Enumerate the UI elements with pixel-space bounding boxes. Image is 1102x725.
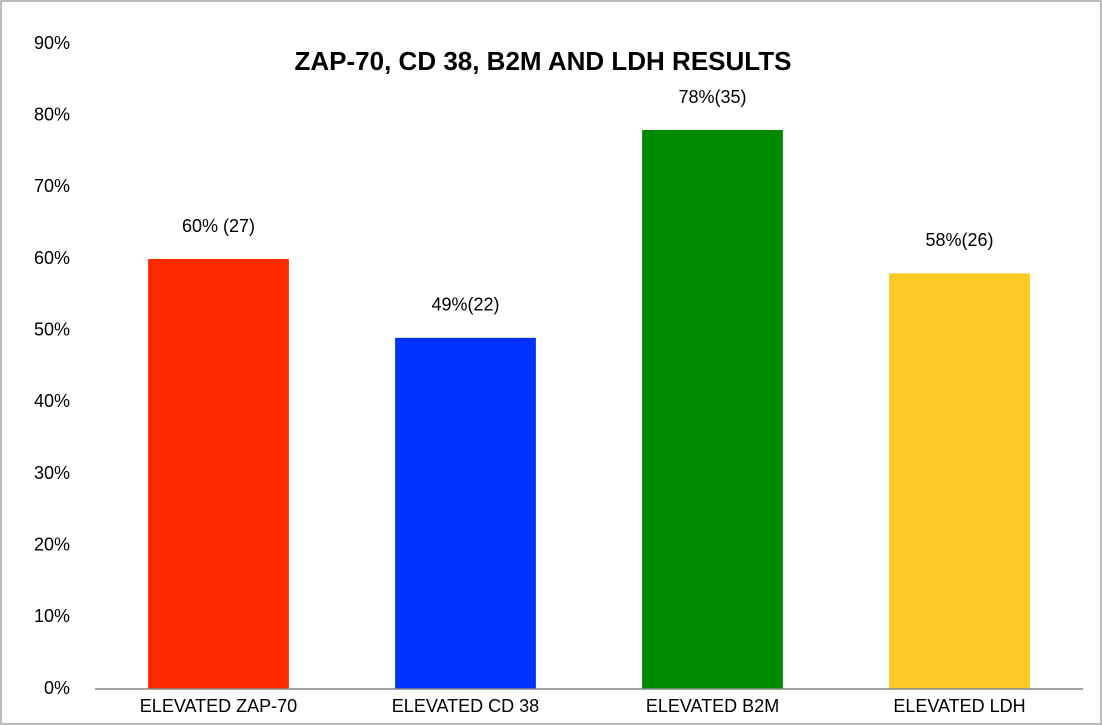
- y-tick-label: 60%: [34, 248, 70, 268]
- chart-title: ZAP-70, CD 38, B2M AND LDH RESULTS: [295, 46, 792, 76]
- y-tick-label: 50%: [34, 319, 70, 339]
- y-tick-label: 40%: [34, 391, 70, 411]
- bar: [889, 273, 1030, 689]
- value-label: 49%(22): [431, 295, 499, 315]
- y-tick-label: 0%: [44, 678, 70, 698]
- value-label: 60% (27): [182, 216, 255, 236]
- y-tick-label: 80%: [34, 104, 70, 124]
- y-tick-label: 90%: [34, 33, 70, 53]
- value-label: 58%(26): [925, 230, 993, 250]
- x-tick-label: ELEVATED CD 38: [392, 696, 539, 716]
- y-tick-label: 10%: [34, 606, 70, 626]
- x-tick-label: ELEVATED B2M: [646, 696, 779, 716]
- x-tick-label: ELEVATED ZAP-70: [140, 696, 297, 716]
- y-tick-label: 30%: [34, 463, 70, 483]
- y-tick-label: 70%: [34, 176, 70, 196]
- y-tick-label: 20%: [34, 534, 70, 554]
- bar: [642, 130, 783, 689]
- bar: [395, 337, 536, 689]
- bar: [148, 259, 289, 689]
- x-tick-label: ELEVATED LDH: [893, 696, 1025, 716]
- value-label: 78%(35): [678, 87, 746, 107]
